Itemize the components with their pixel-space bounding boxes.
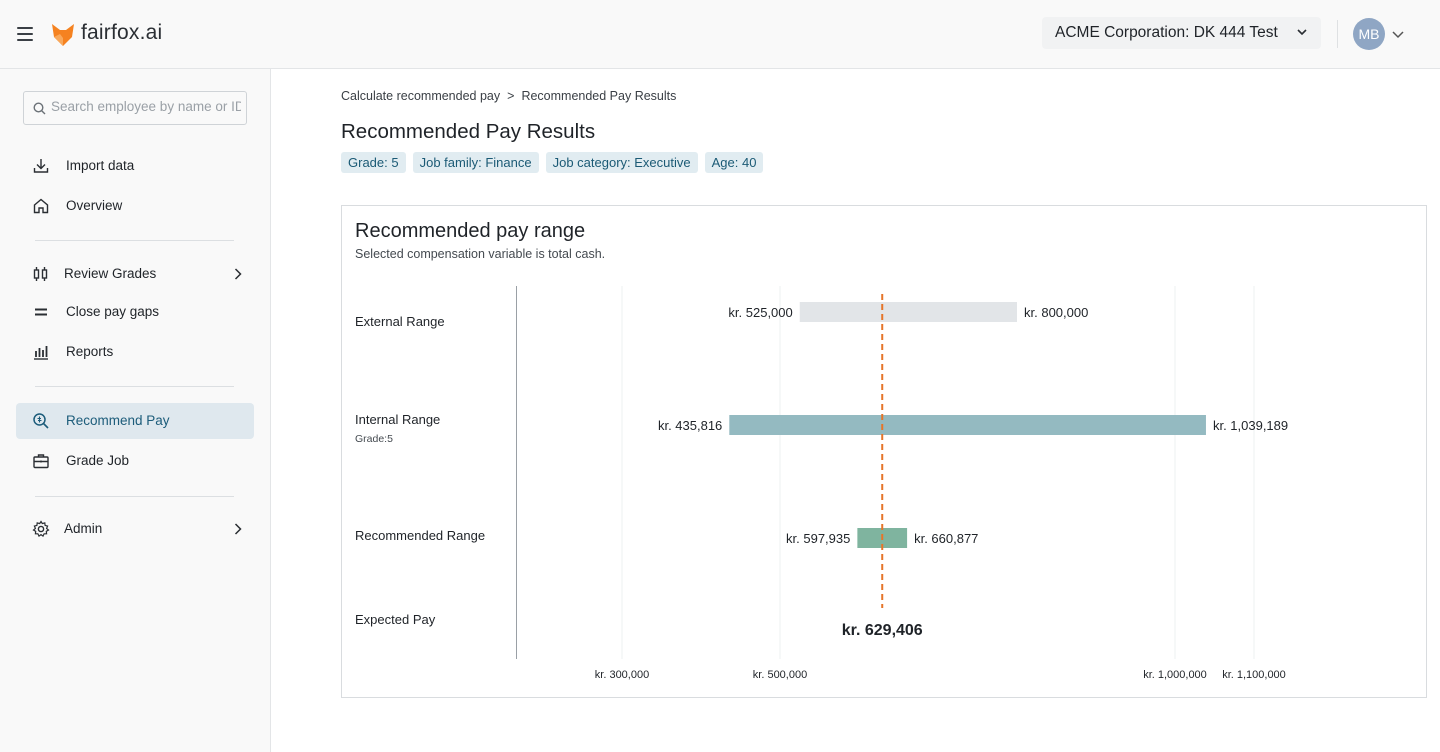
company-name: ACME Corporation: DK 444 Test [1055, 24, 1278, 41]
avatar[interactable]: MB [1353, 18, 1385, 50]
brand-name: fairfox.ai [81, 21, 163, 44]
sidebar-item-label: Close pay gaps [66, 304, 160, 319]
row-label-internal: Internal Range [355, 412, 441, 427]
grades-icon [33, 267, 48, 281]
sidebar-item-label: Reports [66, 344, 114, 359]
row-sublabel-grade: Grade:5 [355, 433, 393, 445]
tag-job-family: Job family: Finance [412, 152, 539, 173]
row-label-expected: Expected Pay [355, 612, 436, 627]
expected-pay-value: kr. 629,406 [842, 622, 923, 639]
chevron-right-icon [234, 523, 242, 535]
search-icon [33, 102, 46, 115]
page-title: Recommended Pay Results [341, 120, 596, 143]
row-label-recommended: Recommended Range [355, 528, 486, 543]
divider [35, 386, 234, 387]
chevron-down-icon [1297, 29, 1307, 36]
pay-range-card: Recommended pay range Selected compensat… [341, 205, 1427, 698]
sidebar-item-label: Recommend Pay [66, 413, 170, 428]
range-min-label: kr. 597,935 [786, 531, 850, 546]
range-bar [729, 415, 1206, 435]
sidebar-item-close-pay-gaps[interactable]: Close pay gaps [16, 294, 254, 330]
breadcrumb-separator: > [507, 89, 515, 103]
briefcase-icon [33, 454, 49, 469]
tag-job-category: Job category: Executive [545, 152, 698, 173]
sidebar-item-label: Review Grades [64, 266, 157, 281]
sidebar-item-admin[interactable]: Admin [16, 511, 254, 547]
top-bar: fairfox.ai ACME Corporation: DK 444 Test… [0, 0, 1440, 69]
card-title: Recommended pay range [355, 220, 586, 242]
sidebar-item-reports[interactable]: Reports [16, 334, 254, 370]
x-tick-label: kr. 1,100,000 [1222, 669, 1286, 681]
range-max-label: kr. 1,039,189 [1213, 418, 1288, 433]
company-selector[interactable]: ACME Corporation: DK 444 Test [1042, 17, 1321, 49]
divider [35, 240, 234, 241]
chevron-right-icon [234, 268, 242, 280]
breadcrumb-current: Recommended Pay Results [521, 89, 677, 103]
sidebar-item-grade-job[interactable]: Grade Job [16, 443, 254, 479]
sidebar: Import data Overview Review Grades Close… [0, 69, 271, 752]
range-min-label: kr. 525,000 [728, 305, 792, 320]
fox-logo-icon [52, 24, 74, 46]
sidebar-item-label: Overview [66, 198, 123, 213]
filter-tags: Grade: 5 Job family: Finance Job categor… [341, 152, 764, 173]
chart-axis-line [516, 286, 517, 659]
home-icon [33, 198, 49, 214]
chevron-down-icon[interactable] [1392, 29, 1404, 39]
breadcrumb-link[interactable]: Calculate recommended pay [341, 89, 501, 103]
gear-icon [32, 520, 50, 538]
range-chart: kr. 300,000 kr. 500,000 kr. 1,000,000 kr. 1… [595, 286, 1288, 681]
sidebar-item-recommend-pay[interactable]: Recommend Pay [16, 403, 254, 439]
x-tick-label: kr. 1,000,000 [1143, 669, 1207, 681]
range-max-label: kr. 660,877 [914, 531, 978, 546]
range-min-label: kr. 435,816 [658, 418, 722, 433]
download-icon [33, 159, 49, 173]
sidebar-item-import-data[interactable]: Import data [16, 148, 254, 184]
tag-age: Age: 40 [704, 152, 764, 173]
equals-icon [35, 308, 47, 316]
divider [1337, 20, 1338, 48]
row-label-external: External Range [355, 314, 445, 329]
x-tick-label: kr. 300,000 [595, 669, 649, 681]
divider [35, 496, 234, 497]
sidebar-item-overview[interactable]: Overview [16, 188, 254, 224]
sidebar-item-label: Admin [64, 521, 103, 536]
search-box[interactable] [23, 91, 247, 125]
bar-chart-icon [34, 346, 48, 360]
range-max-label: kr. 800,000 [1024, 305, 1088, 320]
sidebar-item-review-grades[interactable]: Review Grades [16, 256, 254, 292]
breadcrumb: Calculate recommended pay > Recommended Pa… [341, 89, 676, 103]
x-tick-label: kr. 500,000 [753, 669, 807, 681]
card-subtitle: Selected compensation variable is total … [355, 247, 606, 261]
tag-grade: Grade: 5 [341, 152, 406, 173]
menu-icon[interactable] [17, 27, 33, 41]
range-bar [799, 302, 1017, 322]
sidebar-item-label: Grade Job [66, 453, 130, 468]
sidebar-item-label: Import data [66, 158, 135, 173]
search-input[interactable] [51, 99, 241, 114]
search-money-icon [33, 413, 49, 429]
